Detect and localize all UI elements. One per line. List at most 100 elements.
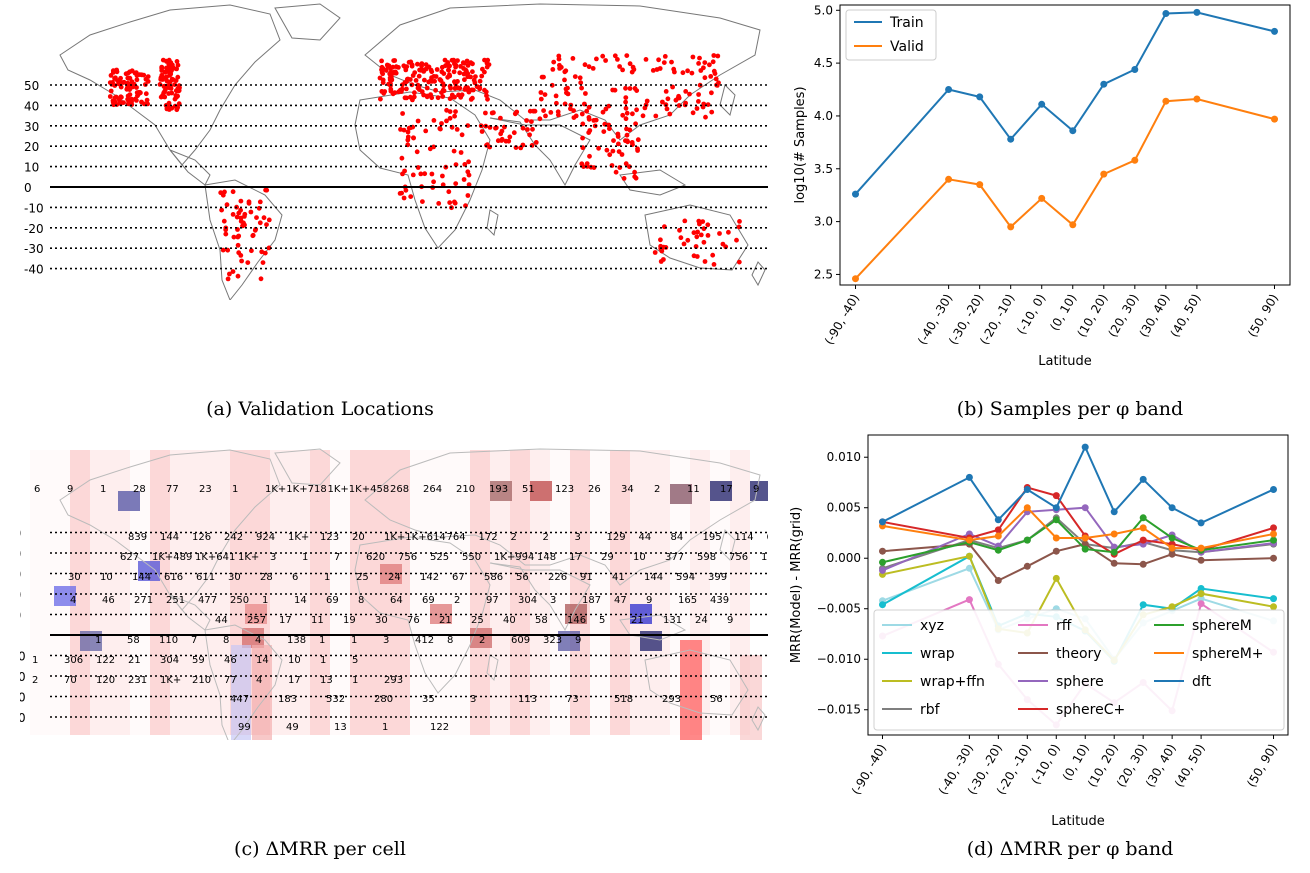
validation-point	[230, 269, 236, 274]
validation-point	[696, 99, 701, 104]
y-tick-label: −0.005	[817, 602, 861, 616]
data-point-wrap+ffn	[1270, 603, 1277, 611]
validation-point	[465, 193, 471, 198]
continent-outline	[486, 654, 499, 682]
validation-point	[590, 66, 596, 71]
validation-point	[227, 271, 232, 277]
cell-count-label: 226	[548, 572, 567, 583]
cell-count-label: 20	[352, 532, 365, 543]
validation-point	[507, 134, 513, 140]
latitude-tick-label: -40	[20, 711, 26, 725]
data-point-Valid	[852, 275, 859, 283]
cell-count-label: 839	[128, 532, 147, 543]
validation-point	[583, 91, 588, 96]
validation-point	[543, 113, 548, 119]
validation-point	[392, 90, 398, 96]
legend-box	[873, 609, 1285, 731]
cell-count-label: 91	[580, 572, 593, 583]
validation-point	[400, 82, 405, 88]
data-point-theory	[1139, 560, 1147, 568]
cell-count-label: 9	[753, 484, 759, 495]
validation-point	[710, 252, 716, 258]
validation-point	[127, 69, 133, 75]
cell-count-label: 8	[223, 635, 229, 646]
validation-point	[453, 109, 458, 114]
validation-point	[607, 126, 612, 132]
cell-count-label: 144	[160, 532, 179, 543]
validation-point	[611, 138, 616, 144]
cell-count-label: 44	[215, 615, 228, 626]
data-point-sphereM	[1168, 534, 1176, 542]
validation-point	[624, 126, 629, 132]
panel-delta-cell-map: 50403020100-10-20-30-4069128772311K+1K+7…	[6, 445, 837, 746]
cell-count-label: 46	[102, 595, 115, 606]
cell-count-label: 64	[390, 595, 403, 606]
samples-line-chart: 2.53.03.54.04.55.0(-90, -40) (-40, -30)(-…	[793, 3, 1291, 369]
data-point-sphereC+	[1052, 492, 1060, 500]
validation-point	[436, 201, 442, 206]
y-tick-label: 4.5	[814, 56, 833, 70]
cell-count-label: 13	[320, 675, 333, 686]
data-point-sphereM	[1139, 514, 1147, 522]
validation-point	[715, 53, 721, 59]
validation-point	[542, 92, 548, 97]
validation-point	[413, 78, 419, 83]
validation-point	[556, 56, 562, 62]
data-point-Train	[1100, 80, 1108, 88]
validation-point	[466, 172, 472, 178]
validation-point	[266, 245, 272, 251]
validation-point	[670, 84, 675, 90]
cell-highlight	[470, 628, 492, 648]
validation-point	[549, 82, 555, 88]
data-point-sphere	[879, 566, 886, 574]
data-point-Train	[1131, 66, 1139, 73]
validation-point	[678, 235, 684, 241]
validation-point	[698, 68, 704, 73]
validation-point	[650, 68, 656, 73]
validation-point	[446, 67, 451, 73]
validation-point	[554, 100, 559, 106]
cell-column	[550, 450, 570, 735]
validation-point	[694, 106, 700, 111]
validation-point	[399, 155, 405, 161]
data-point-Valid	[976, 181, 984, 189]
data-point-dft	[994, 516, 1002, 524]
validation-point	[159, 64, 165, 70]
data-point-Valid	[1069, 221, 1077, 229]
cell-count-label: 35	[422, 694, 435, 705]
cell-count-label: 30	[68, 572, 81, 583]
y-tick-label: 0.010	[827, 450, 861, 464]
cell-column	[410, 450, 430, 735]
latitude-tick-label: 0	[24, 181, 32, 195]
cell-count-label: 1	[352, 675, 358, 686]
validation-point	[484, 64, 490, 70]
cell-count-label: 70	[64, 675, 77, 686]
cell-count-label: 2	[654, 484, 660, 495]
cell-column	[710, 450, 730, 735]
cell-count-label: 114	[735, 532, 754, 543]
validation-point	[250, 232, 256, 238]
cell-count-label: 3	[575, 532, 581, 543]
validation-point	[640, 113, 646, 119]
cell-count-label: 41	[612, 572, 625, 583]
cell-count-label: 9	[646, 595, 652, 606]
cell-count-label: 377	[665, 552, 684, 563]
validation-point	[378, 96, 383, 102]
caption-c: (c) ΔMRR per cell	[234, 838, 406, 860]
cell-count-label: 13	[334, 722, 347, 733]
latitude-tick-label: -10	[20, 650, 26, 664]
cell-highlight	[670, 484, 692, 504]
validation-point	[424, 94, 430, 100]
cell-count-label: 399	[708, 572, 727, 583]
validation-point	[448, 85, 453, 91]
data-point-dft	[965, 473, 973, 481]
validation-point	[115, 78, 120, 83]
validation-point	[482, 87, 487, 93]
validation-point	[419, 63, 424, 69]
validation-point	[620, 67, 625, 73]
legend-label-rbf: rbf	[920, 702, 941, 718]
data-point-wrap	[1197, 585, 1205, 592]
data-point-dft	[1270, 486, 1277, 493]
cell-column	[470, 450, 490, 735]
validation-point	[468, 74, 473, 80]
